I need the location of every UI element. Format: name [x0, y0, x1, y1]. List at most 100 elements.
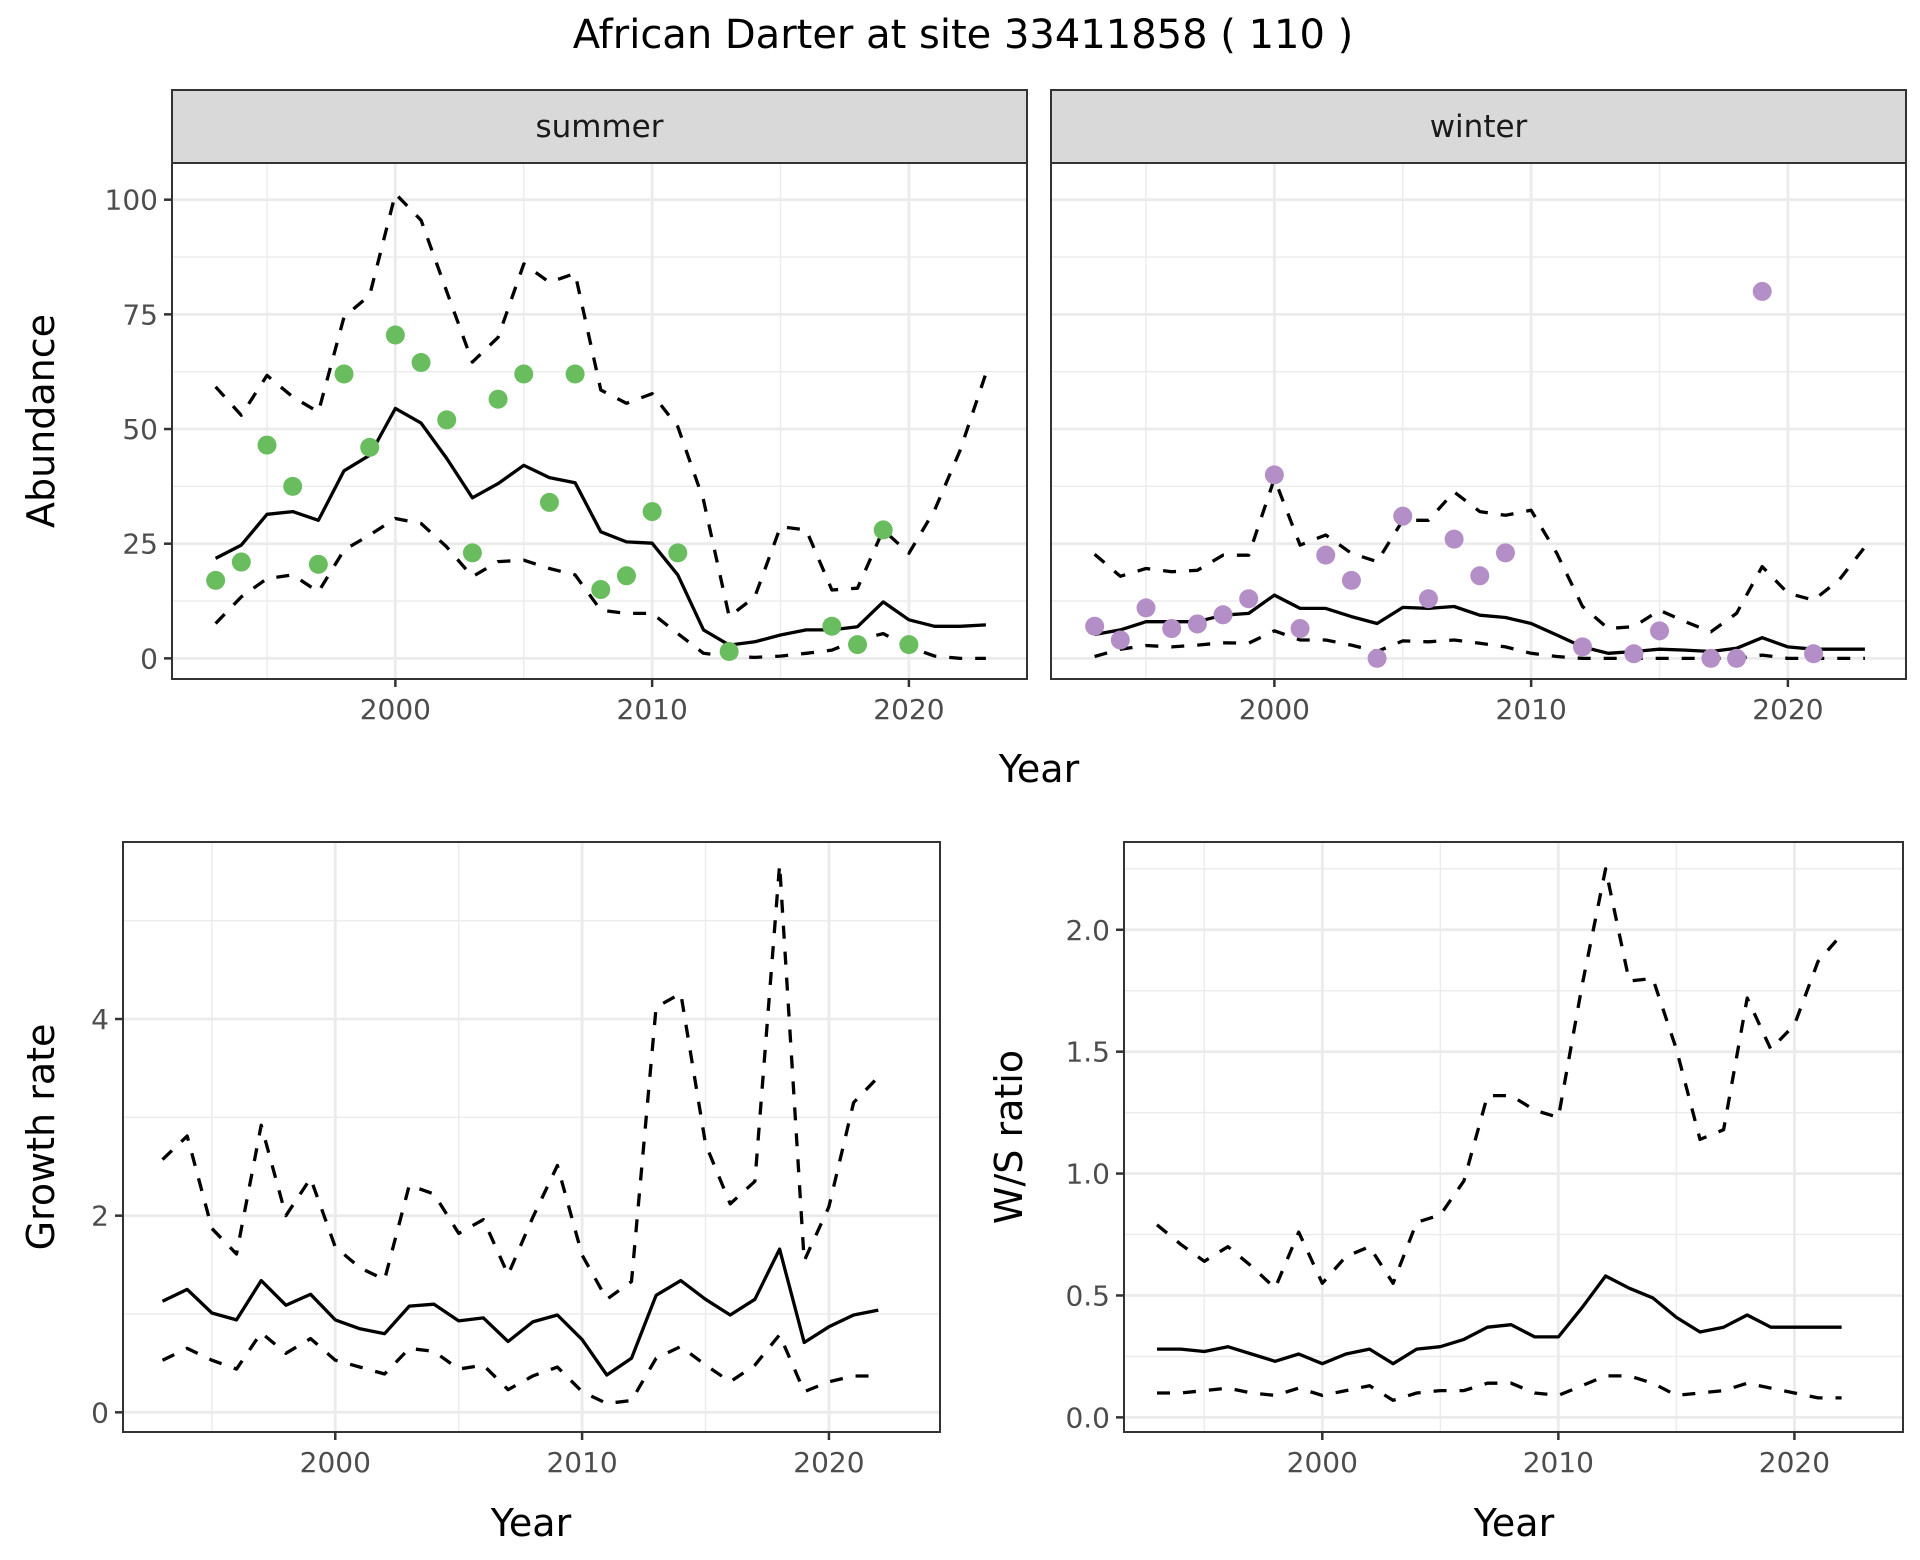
- data-point: [1444, 529, 1464, 549]
- figure-title: African Darter at site 33411858 ( 110 ): [573, 12, 1354, 58]
- series-line-upper: [161, 862, 880, 1301]
- x-tick-label: 2020: [1759, 1446, 1830, 1479]
- data-point: [591, 580, 611, 600]
- panel-background: [1124, 842, 1903, 1432]
- data-point: [1727, 648, 1747, 668]
- data-point: [283, 476, 303, 496]
- data-point: [231, 552, 251, 572]
- data-point: [1341, 570, 1361, 590]
- data-point: [1239, 589, 1259, 609]
- x-tick-label: 2010: [617, 693, 688, 726]
- data-point: [822, 616, 842, 636]
- series-line-median: [161, 1247, 879, 1377]
- data-point: [385, 325, 405, 345]
- series-line-lower: [1157, 1374, 1842, 1402]
- series-line-median: [214, 406, 986, 647]
- data-point: [1804, 644, 1824, 664]
- y-tick-label: 75: [122, 298, 158, 331]
- y-tick-label: 0.0: [1065, 1401, 1110, 1434]
- y-axis-title-abundance: Abundance: [19, 314, 63, 528]
- series-line-upper: [1093, 476, 1867, 634]
- x-axis-title-abundance: Year: [998, 747, 1080, 791]
- facet-strip-summer: [171, 89, 1028, 164]
- y-tick-label: 2: [91, 1200, 109, 1233]
- y-axis-title-ws: W/S ratio: [987, 1050, 1031, 1224]
- panel-border: [1123, 841, 1904, 1433]
- data-point: [334, 364, 354, 384]
- panel-background: [123, 842, 940, 1432]
- data-point: [565, 364, 585, 384]
- data-point: [1572, 637, 1592, 657]
- y-tick-label: 4: [91, 1003, 109, 1036]
- series-line-upper: [214, 192, 988, 619]
- panel-border: [1050, 162, 1907, 680]
- x-axis-title-ws: Year: [1473, 1501, 1555, 1545]
- data-point: [462, 543, 482, 563]
- data-point: [1264, 465, 1284, 485]
- x-tick-label: 2020: [793, 1446, 864, 1479]
- panel-background: [1051, 163, 1906, 679]
- x-tick-label: 2000: [300, 1446, 371, 1479]
- x-tick-label: 2020: [873, 693, 944, 726]
- data-point: [1495, 543, 1515, 563]
- x-tick-label: 2010: [1496, 693, 1567, 726]
- y-tick-label: 1.5: [1065, 1036, 1110, 1069]
- data-point: [1393, 506, 1413, 526]
- data-point: [1701, 648, 1721, 668]
- data-point: [257, 435, 277, 455]
- data-point: [514, 364, 534, 384]
- data-point: [1752, 281, 1772, 301]
- data-point: [488, 389, 508, 409]
- panel-border: [171, 162, 1028, 680]
- facet-strip-label: summer: [535, 109, 663, 145]
- series-line-median: [1157, 1274, 1842, 1366]
- y-tick-label: 2.0: [1065, 914, 1110, 947]
- facet-panel-winter: 2000 2010 2020: [1050, 162, 1907, 726]
- data-point: [1085, 616, 1105, 636]
- data-point: [1162, 619, 1182, 639]
- data-point: [848, 635, 868, 655]
- y-tick-label: 0.5: [1065, 1279, 1110, 1312]
- data-point: [1624, 644, 1644, 664]
- series-line-lower: [161, 1331, 879, 1406]
- data-point: [642, 502, 662, 522]
- data-point: [411, 353, 431, 373]
- data-point: [360, 437, 380, 457]
- data-point: [539, 492, 559, 512]
- y-tick-label: 0: [140, 642, 158, 675]
- data-point: [1110, 630, 1130, 650]
- data-point: [1470, 566, 1490, 586]
- data-point: [1187, 614, 1207, 634]
- data-point: [1367, 648, 1387, 668]
- x-tick-label: 2000: [360, 693, 431, 726]
- y-tick-label: 0: [91, 1396, 109, 1429]
- data-point: [1213, 605, 1233, 625]
- data-point: [437, 410, 457, 430]
- facet-strip-label: winter: [1430, 109, 1528, 145]
- data-point: [1316, 545, 1336, 565]
- growth-rate-panel: 2000 2010 2020 0 2 4: [91, 841, 941, 1479]
- data-point: [1418, 589, 1438, 609]
- data-point: [873, 520, 893, 540]
- x-axis-title-growth: Year: [490, 1501, 572, 1545]
- y-tick-label: 25: [122, 528, 158, 561]
- y-tick-label: 1.0: [1065, 1158, 1110, 1191]
- y-tick-label: 100: [105, 184, 158, 217]
- y-tick-label: 50: [122, 413, 158, 446]
- x-tick-label: 2010: [1523, 1446, 1594, 1479]
- series-line-upper: [1155, 867, 1843, 1290]
- x-tick-label: 2000: [1287, 1446, 1358, 1479]
- ws-ratio-panel: 2000 2010 2020 0.0 0.5 1.0 1.5 2.0: [1065, 841, 1904, 1479]
- data-point: [206, 570, 226, 590]
- data-point: [1136, 598, 1156, 618]
- data-point: [616, 566, 636, 586]
- data-point: [899, 635, 919, 655]
- facet-panel-summer: 2000 2010 2020 0 25 50 75 100: [105, 162, 1028, 726]
- data-point: [308, 554, 328, 574]
- panel-border: [122, 841, 941, 1433]
- x-tick-label: 2020: [1752, 693, 1823, 726]
- y-axis-title-growth: Growth rate: [19, 1024, 63, 1251]
- data-point: [1290, 619, 1310, 639]
